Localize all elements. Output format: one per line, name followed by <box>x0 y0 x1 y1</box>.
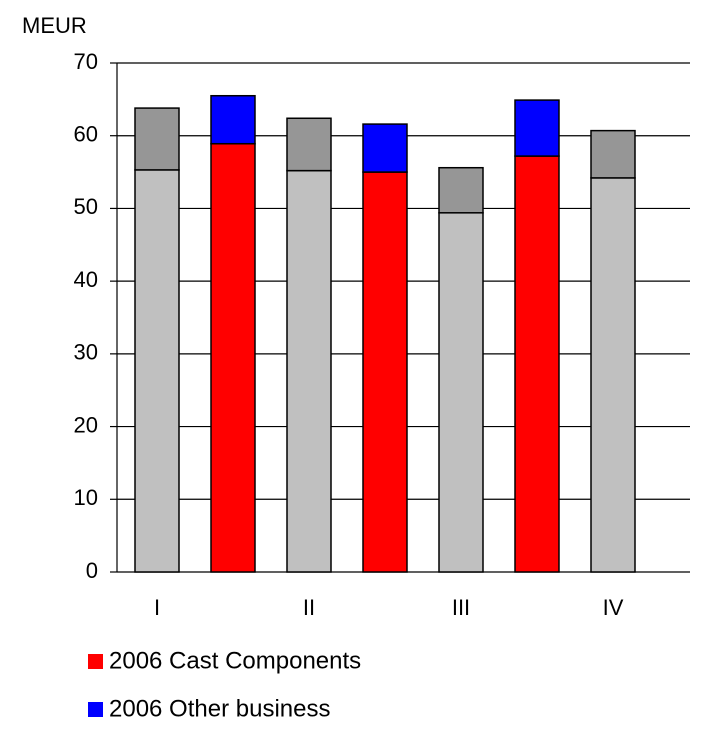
legend-swatch <box>88 654 103 669</box>
bar-segment <box>438 212 484 573</box>
bar-segment <box>210 142 256 573</box>
bar-segment <box>286 169 332 573</box>
legend-swatch <box>88 702 103 717</box>
bar-segment <box>590 129 636 179</box>
bar-segment <box>134 169 180 573</box>
y-tick-label: 20 <box>74 412 98 437</box>
y-tick-label: 30 <box>74 340 98 365</box>
y-tick-label: 40 <box>74 267 98 292</box>
bar-segment <box>362 123 408 173</box>
y-tick-label: 10 <box>74 485 98 510</box>
bar-segment <box>134 107 180 171</box>
bar-segment <box>590 177 636 573</box>
bar-segment <box>210 94 256 145</box>
y-tick-label: 50 <box>74 194 98 219</box>
bar-segment <box>286 117 332 172</box>
bar-segment <box>514 155 560 573</box>
x-tick-label: IV <box>603 595 624 620</box>
legend-text: 2006 Other business <box>109 695 330 722</box>
bar-segment <box>438 166 484 214</box>
bar-segment <box>362 171 408 573</box>
x-tick-label: II <box>303 595 315 620</box>
y-tick-label: 0 <box>86 558 98 583</box>
bar-segment <box>514 99 560 157</box>
y-tick-label: 60 <box>74 122 98 147</box>
legend-text: 2006 Cast Components <box>109 647 361 674</box>
y-axis-label: MEUR <box>22 13 87 38</box>
x-tick-label: I <box>154 595 160 620</box>
y-tick-label: 70 <box>74 49 98 74</box>
x-tick-label: III <box>452 595 470 620</box>
